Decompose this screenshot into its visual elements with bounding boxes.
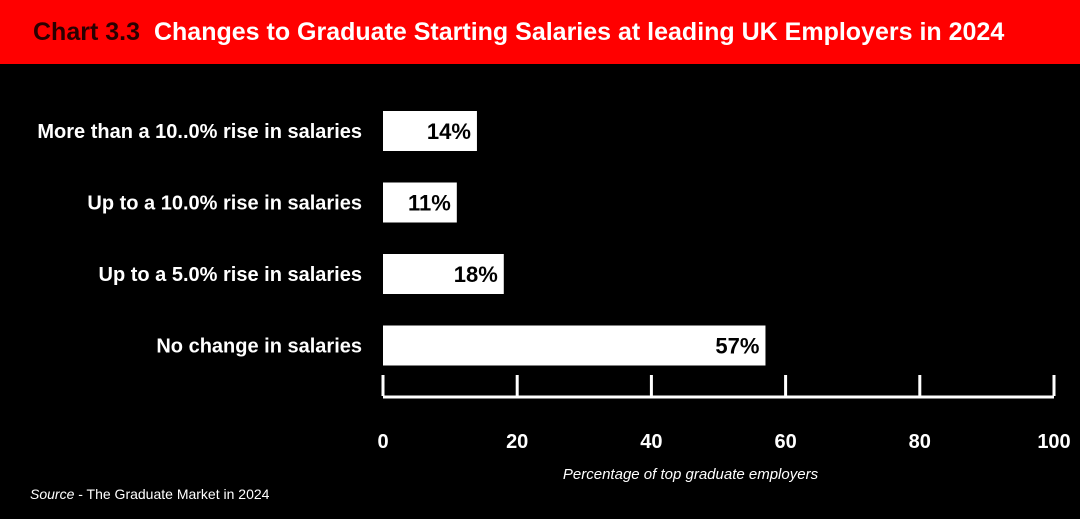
chart-title: Changes to Graduate Starting Salaries at… xyxy=(153,17,1005,46)
source-text: - The Graduate Market in 2024 xyxy=(74,486,270,502)
x-tick-label-60: 60 xyxy=(774,431,796,453)
chart-header: Chart 3.3 Changes to Graduate Starting S… xyxy=(0,0,1080,64)
bar-2 xyxy=(383,182,457,223)
x-axis-title: Percentage of top graduate employers xyxy=(563,466,819,483)
bar-1 xyxy=(383,111,477,151)
data-label-2: 11% xyxy=(408,191,451,216)
category-label-3: Up to a 5.0% rise in salaries xyxy=(99,264,362,286)
x-tick-label-80: 80 xyxy=(909,431,931,453)
bar-4 xyxy=(383,325,766,366)
data-label-4: 57% xyxy=(715,334,759,359)
source-note: Source - The Graduate Market in 2024 xyxy=(30,486,269,502)
data-label-3: 18% xyxy=(454,262,498,287)
data-label-1: 14% xyxy=(427,119,471,144)
x-tick-label-40: 40 xyxy=(640,431,662,453)
x-tick-label-100: 100 xyxy=(1037,431,1070,453)
source-prefix: Source xyxy=(30,486,75,502)
x-tick-label-0: 0 xyxy=(377,431,388,453)
bar-chart: More than a 10..0% rise in salaries 14% Up… xyxy=(37,111,1071,483)
category-label-2: Up to a 10.0% rise in salaries xyxy=(87,193,362,215)
chart-number: Chart 3.3 xyxy=(33,17,140,46)
category-label-1: More than a 10..0% rise in salaries xyxy=(37,121,362,143)
x-tick-label-20: 20 xyxy=(506,431,528,453)
bar-3 xyxy=(383,254,504,294)
category-label-4: No change in salaries xyxy=(156,336,362,358)
